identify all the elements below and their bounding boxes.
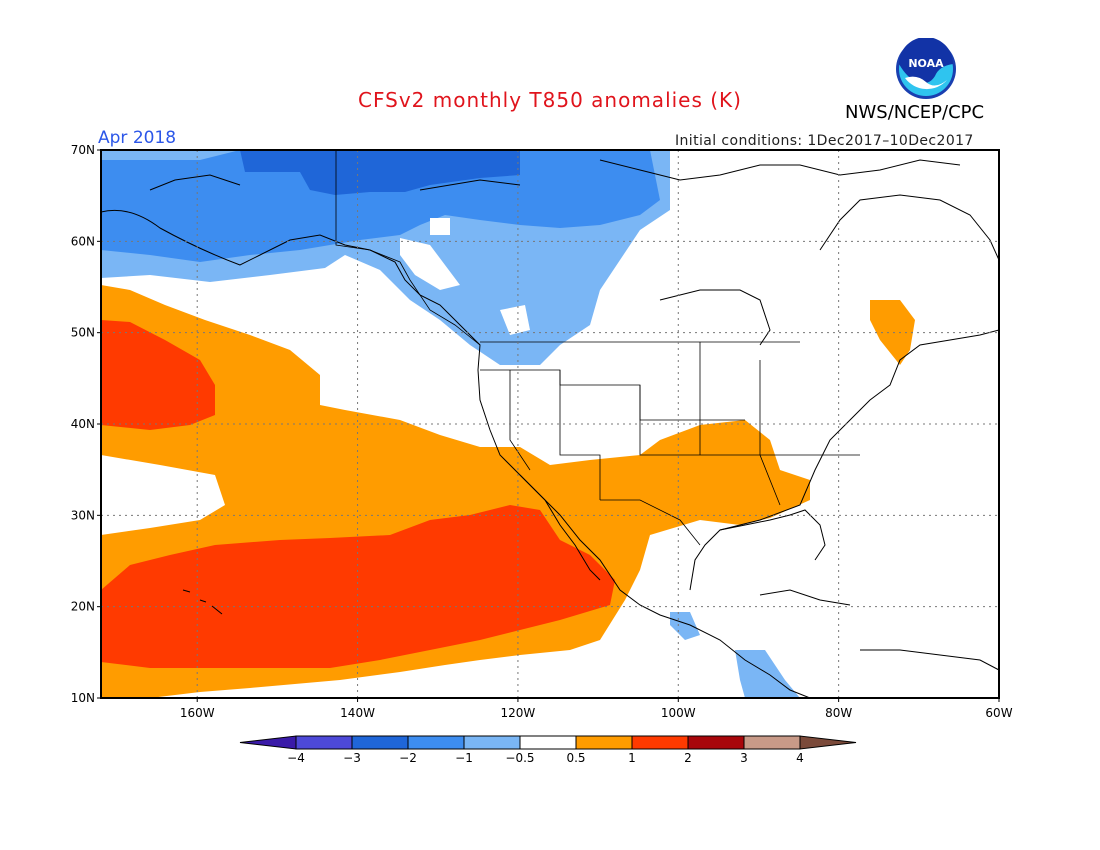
colorbar-swatch [743, 735, 801, 750]
colorbar-tick-label: −3 [343, 751, 361, 765]
colorbar-tick-label: 2 [684, 751, 692, 765]
lat-label: 10N [71, 691, 95, 705]
lat-label: 70N [71, 143, 95, 157]
initial-conditions: Initial conditions: 1Dec2017–10Dec2017 [675, 133, 974, 149]
colorbar-swatch [407, 735, 465, 750]
colorbar-max-arrow [799, 735, 857, 750]
colorbar-tick-label: 4 [796, 751, 804, 765]
agency-label: NWS/NCEP/CPC [845, 102, 985, 123]
anomaly-warm-1-2 [101, 320, 615, 668]
colorbar-tick-label: −4 [287, 751, 305, 765]
anomaly-shading [101, 150, 999, 698]
coastlines [101, 159, 999, 698]
lat-label: 60N [71, 234, 95, 248]
political-boundaries [335, 150, 860, 546]
colorbar-tick-label: 0.5 [566, 751, 585, 765]
logo-text: NOAA [908, 57, 944, 70]
lat-label: 40N [71, 417, 95, 431]
colorbar-tick-label: −0.5 [505, 751, 534, 765]
lat-label: 50N [71, 326, 95, 340]
colorbar-swatch [351, 735, 409, 750]
graticule [101, 150, 999, 698]
colorbar-swatch [687, 735, 745, 750]
colorbar-swatch [295, 735, 353, 750]
lon-label: 100W [661, 706, 696, 720]
lon-label: 120W [501, 706, 536, 720]
colorbar-swatch [463, 735, 521, 750]
colorbar: −4 −3 −2 −1 −0.5 0.5 1 2 3 4 [239, 735, 857, 765]
lon-label: 60W [985, 706, 1012, 720]
noaa-logo: NOAA [896, 38, 956, 99]
map-title: CFSv2 monthly T850 anomalies (K) [358, 88, 742, 112]
valid-month: Apr 2018 [98, 128, 177, 148]
anomaly-cool-2-3 [240, 150, 520, 195]
anomaly-cool-1-2 [101, 150, 660, 262]
colorbar-tick-label: −1 [455, 751, 473, 765]
lat-label: 30N [71, 508, 95, 522]
lon-label: 140W [340, 706, 375, 720]
colorbar-tick-label: −2 [399, 751, 417, 765]
lon-label: 80W [825, 706, 852, 720]
lat-label: 20N [71, 600, 95, 614]
colorbar-min-arrow [239, 735, 297, 750]
colorbar-swatch [575, 735, 633, 750]
colorbar-tick-label: 3 [740, 751, 748, 765]
colorbar-tick-label: 1 [628, 751, 636, 765]
colorbar-swatch [631, 735, 689, 750]
lon-label: 160W [180, 706, 215, 720]
colorbar-swatch [519, 735, 577, 750]
